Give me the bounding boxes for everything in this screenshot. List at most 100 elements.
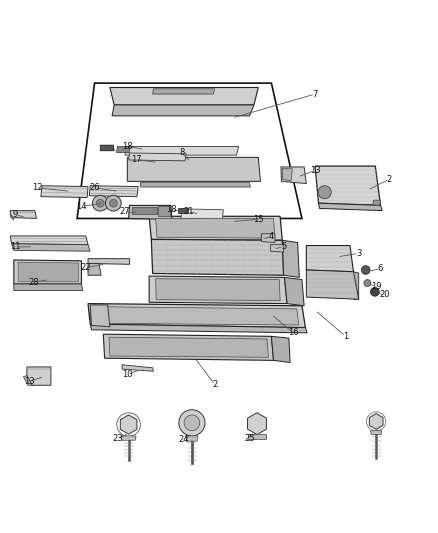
Polygon shape: [100, 145, 114, 151]
Polygon shape: [127, 157, 261, 181]
Circle shape: [179, 410, 205, 436]
Polygon shape: [306, 270, 359, 299]
Circle shape: [20, 265, 33, 278]
Polygon shape: [120, 415, 137, 434]
Polygon shape: [285, 277, 304, 306]
Text: 23: 23: [112, 434, 123, 443]
Text: 13: 13: [310, 166, 320, 175]
Polygon shape: [315, 166, 381, 205]
Text: 12: 12: [32, 183, 43, 192]
Polygon shape: [121, 436, 136, 440]
Polygon shape: [353, 272, 359, 299]
Polygon shape: [11, 236, 88, 245]
Polygon shape: [27, 367, 51, 385]
Circle shape: [184, 415, 200, 431]
Circle shape: [90, 306, 106, 322]
Text: 13: 13: [24, 377, 35, 386]
Text: 10: 10: [122, 370, 133, 379]
Circle shape: [364, 280, 371, 287]
Polygon shape: [283, 240, 299, 277]
Text: 2: 2: [212, 380, 217, 389]
Polygon shape: [11, 211, 36, 219]
Text: 8: 8: [179, 149, 184, 157]
Polygon shape: [186, 436, 198, 441]
Polygon shape: [248, 434, 266, 439]
Circle shape: [318, 185, 331, 199]
Text: 22: 22: [81, 263, 91, 272]
Circle shape: [251, 418, 263, 430]
Polygon shape: [155, 219, 275, 238]
Polygon shape: [247, 413, 266, 434]
Text: 4: 4: [269, 232, 274, 241]
Text: 19: 19: [371, 281, 381, 290]
Text: 11: 11: [10, 243, 21, 252]
Text: 9: 9: [13, 211, 18, 220]
Polygon shape: [125, 147, 239, 155]
Circle shape: [110, 199, 117, 207]
Polygon shape: [177, 207, 188, 213]
Text: 1: 1: [343, 332, 348, 341]
Circle shape: [361, 265, 370, 274]
Polygon shape: [11, 214, 14, 220]
Circle shape: [159, 207, 168, 216]
Circle shape: [96, 199, 104, 207]
Text: 26: 26: [89, 183, 100, 192]
Polygon shape: [110, 87, 258, 105]
Polygon shape: [281, 167, 306, 183]
Polygon shape: [88, 263, 101, 275]
Text: 24: 24: [179, 435, 189, 445]
Polygon shape: [88, 259, 130, 264]
Text: 3: 3: [356, 249, 361, 258]
Text: 2: 2: [387, 175, 392, 184]
Polygon shape: [112, 105, 254, 116]
Polygon shape: [158, 206, 170, 216]
Text: 27: 27: [120, 207, 131, 216]
Polygon shape: [371, 431, 382, 434]
Text: 6: 6: [378, 264, 383, 273]
Polygon shape: [77, 83, 302, 219]
Text: 5: 5: [281, 243, 286, 252]
Text: 18: 18: [166, 205, 176, 214]
Circle shape: [106, 195, 121, 211]
Circle shape: [92, 195, 108, 211]
Text: 28: 28: [28, 278, 39, 287]
Polygon shape: [272, 336, 290, 362]
Text: 16: 16: [288, 328, 299, 337]
Polygon shape: [261, 234, 275, 243]
Polygon shape: [149, 216, 283, 240]
Text: 15: 15: [253, 215, 264, 224]
Polygon shape: [14, 260, 81, 284]
Polygon shape: [318, 203, 382, 211]
Polygon shape: [41, 185, 88, 198]
Text: 7: 7: [312, 90, 318, 99]
Polygon shape: [90, 305, 110, 327]
Polygon shape: [14, 284, 83, 290]
Polygon shape: [373, 200, 381, 205]
Text: 17: 17: [131, 155, 141, 164]
Polygon shape: [23, 376, 32, 385]
Polygon shape: [103, 334, 274, 360]
Text: 18: 18: [122, 142, 133, 151]
Polygon shape: [149, 276, 287, 304]
Polygon shape: [155, 279, 280, 301]
Polygon shape: [181, 209, 223, 220]
Polygon shape: [151, 239, 284, 275]
Polygon shape: [271, 245, 284, 252]
Text: 14: 14: [76, 202, 87, 211]
Polygon shape: [88, 304, 305, 328]
Polygon shape: [129, 205, 172, 220]
Circle shape: [371, 287, 379, 296]
Text: 25: 25: [244, 433, 255, 442]
Polygon shape: [141, 183, 251, 187]
Polygon shape: [122, 365, 153, 372]
Polygon shape: [132, 207, 157, 214]
Text: 20: 20: [380, 290, 390, 300]
Polygon shape: [117, 147, 130, 152]
Polygon shape: [109, 337, 268, 357]
Polygon shape: [306, 246, 353, 272]
Polygon shape: [152, 89, 215, 94]
Polygon shape: [18, 262, 78, 282]
Polygon shape: [129, 153, 186, 161]
Polygon shape: [283, 169, 292, 181]
Text: 21: 21: [183, 207, 194, 216]
